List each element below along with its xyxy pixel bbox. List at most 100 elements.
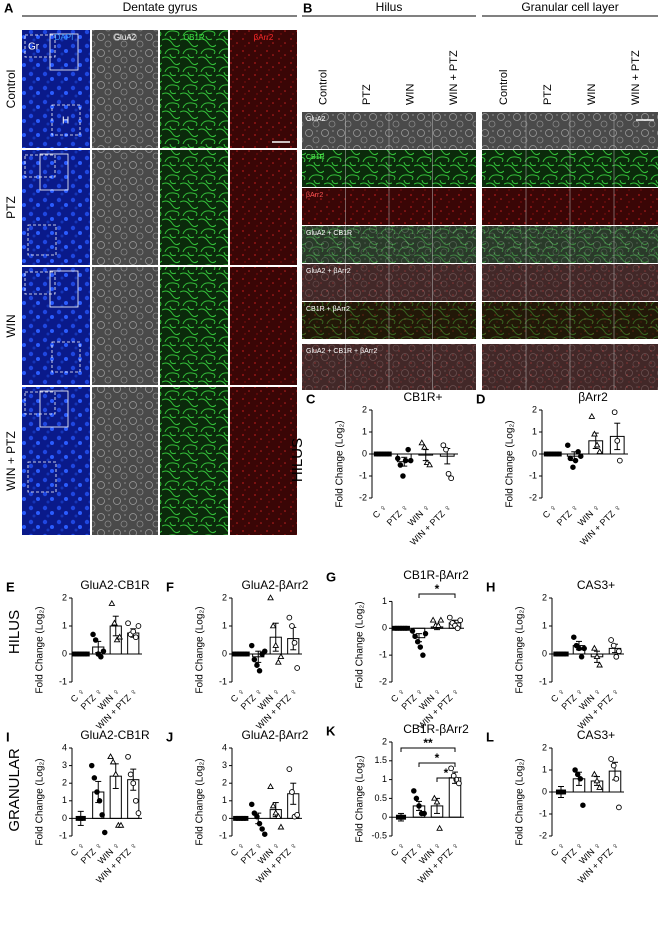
chart-title: CAS3+ <box>577 728 615 742</box>
data-point <box>130 780 137 787</box>
data-point <box>294 665 301 671</box>
chart-title: CB1R+ <box>403 390 442 404</box>
panel-title: Dentate gyrus <box>123 0 198 14</box>
y-tick-label: 0 <box>382 623 387 633</box>
panel-letter: A <box>4 0 14 15</box>
data-point <box>610 642 617 649</box>
y-axis-label: Fold Change (Log₂) <box>355 601 366 688</box>
data-point <box>613 775 620 782</box>
region-title: Granular cell layer <box>521 0 618 14</box>
y-tick-label: 0 <box>382 812 387 822</box>
data-point <box>588 412 596 419</box>
data-point <box>262 831 268 837</box>
data-point <box>277 823 285 830</box>
data-point <box>596 783 603 790</box>
y-tick-label: -1 <box>359 470 367 480</box>
data-point <box>117 821 125 828</box>
y-axis-label: Fold Change (Log₂) <box>515 758 526 845</box>
data-point <box>130 628 137 635</box>
data-point <box>610 762 617 769</box>
y-tick-label: 1 <box>62 795 67 805</box>
y-tick-label: -0.5 <box>371 830 387 840</box>
channel-label: DAPI <box>55 33 74 42</box>
data-point <box>440 442 447 449</box>
x-tick-label: C ♀ <box>541 502 559 520</box>
data-point <box>412 633 418 640</box>
data-point <box>414 638 421 645</box>
y-axis-label: Fold Change (Log₂) <box>35 758 46 845</box>
micrograph <box>230 387 297 535</box>
chart-title: GluA2-CB1R <box>80 578 150 592</box>
data-point <box>437 616 445 623</box>
y-tick-label: 2 <box>222 778 227 788</box>
data-point <box>274 812 282 819</box>
panel-letter: E <box>6 579 15 594</box>
micrograph <box>160 267 228 385</box>
data-point <box>571 634 577 640</box>
data-point <box>400 473 406 479</box>
chart-title: βArr2 <box>578 390 608 404</box>
y-tick-label: -2 <box>379 676 387 686</box>
y-tick-label: 0.5 <box>374 793 387 803</box>
data-point <box>267 594 274 601</box>
data-point <box>616 648 622 655</box>
chart-title: CB1R-βArr2 <box>403 722 469 736</box>
y-tick-label: 0 <box>222 648 227 658</box>
significance-label: * <box>435 751 440 765</box>
y-tick-label: 1.5 <box>374 755 387 765</box>
micrograph <box>22 30 90 148</box>
data-point <box>409 628 416 634</box>
group-label: WIN + PTZ <box>448 50 460 105</box>
y-tick-label: 1 <box>382 596 387 606</box>
data-point <box>457 617 464 624</box>
data-point <box>591 644 598 651</box>
group-label: WIN <box>405 84 417 105</box>
y-axis-label: Fold Change (Log₂) <box>195 758 206 845</box>
y-tick-label: -1 <box>379 650 387 660</box>
row-label: HILUS <box>289 438 306 482</box>
y-tick-label: -1 <box>59 830 67 840</box>
micrograph <box>22 150 90 265</box>
data-point <box>397 462 404 468</box>
data-point <box>433 798 441 805</box>
micrograph <box>92 30 158 148</box>
data-point <box>596 661 603 668</box>
y-tick-label: -2 <box>529 492 537 502</box>
data-point <box>576 645 582 652</box>
data-point <box>133 634 139 641</box>
stain-label: GluA2 + CB1R + βArr2 <box>306 348 377 355</box>
y-tick-label: 0 <box>542 648 547 658</box>
inset-box-dashed <box>27 224 57 256</box>
data-point <box>405 625 410 631</box>
inset-box <box>49 270 79 308</box>
row-label: WIN <box>4 314 18 337</box>
data-point <box>269 622 277 629</box>
data-point <box>593 653 601 660</box>
data-point <box>608 756 614 762</box>
chart-title: GluA2-CB1R <box>80 728 150 742</box>
data-point <box>434 621 442 628</box>
panel-letter: C <box>306 391 316 406</box>
data-point <box>133 797 139 804</box>
data-point <box>411 788 417 794</box>
micrograph <box>92 267 158 385</box>
data-point <box>420 652 426 658</box>
data-point <box>254 813 260 820</box>
row-label: PTZ <box>4 196 18 219</box>
y-tick-label: -2 <box>359 492 367 502</box>
data-point <box>448 475 455 482</box>
data-point <box>135 623 142 629</box>
micrograph <box>230 150 297 265</box>
data-point <box>272 809 280 816</box>
data-point <box>289 789 295 795</box>
inset-box <box>39 390 69 428</box>
data-point <box>277 653 285 660</box>
data-point <box>289 623 295 629</box>
group-label: PTZ <box>542 84 554 105</box>
y-tick-label: 4 <box>222 742 227 752</box>
data-point <box>443 446 449 453</box>
x-tick-label: PTZ ♀ <box>555 502 581 528</box>
data-point <box>269 802 277 809</box>
data-point <box>244 651 250 657</box>
